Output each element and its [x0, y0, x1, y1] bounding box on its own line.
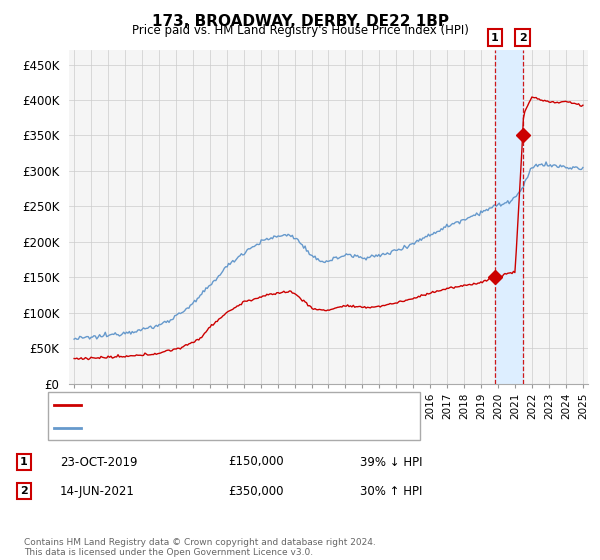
Text: 173, BROADWAY, DERBY, DE22 1BP: 173, BROADWAY, DERBY, DE22 1BP — [151, 14, 449, 29]
Text: 14-JUN-2021: 14-JUN-2021 — [60, 484, 135, 498]
Text: 39% ↓ HPI: 39% ↓ HPI — [360, 455, 422, 469]
Bar — [495, 50, 523, 384]
Text: £150,000: £150,000 — [228, 455, 284, 469]
Text: 1: 1 — [20, 457, 28, 467]
Text: Price paid vs. HM Land Registry's House Price Index (HPI): Price paid vs. HM Land Registry's House … — [131, 24, 469, 37]
Text: 1: 1 — [491, 32, 499, 43]
Text: £350,000: £350,000 — [228, 484, 284, 498]
Text: Contains HM Land Registry data © Crown copyright and database right 2024.
This d: Contains HM Land Registry data © Crown c… — [24, 538, 376, 557]
Text: HPI: Average price, detached house, City of Derby: HPI: Average price, detached house, City… — [85, 423, 365, 433]
Text: 23-OCT-2019: 23-OCT-2019 — [60, 455, 137, 469]
Text: 2: 2 — [519, 32, 527, 43]
Text: 30% ↑ HPI: 30% ↑ HPI — [360, 484, 422, 498]
Text: 173, BROADWAY, DERBY, DE22 1BP (detached house): 173, BROADWAY, DERBY, DE22 1BP (detached… — [85, 400, 385, 410]
Text: 2: 2 — [20, 486, 28, 496]
